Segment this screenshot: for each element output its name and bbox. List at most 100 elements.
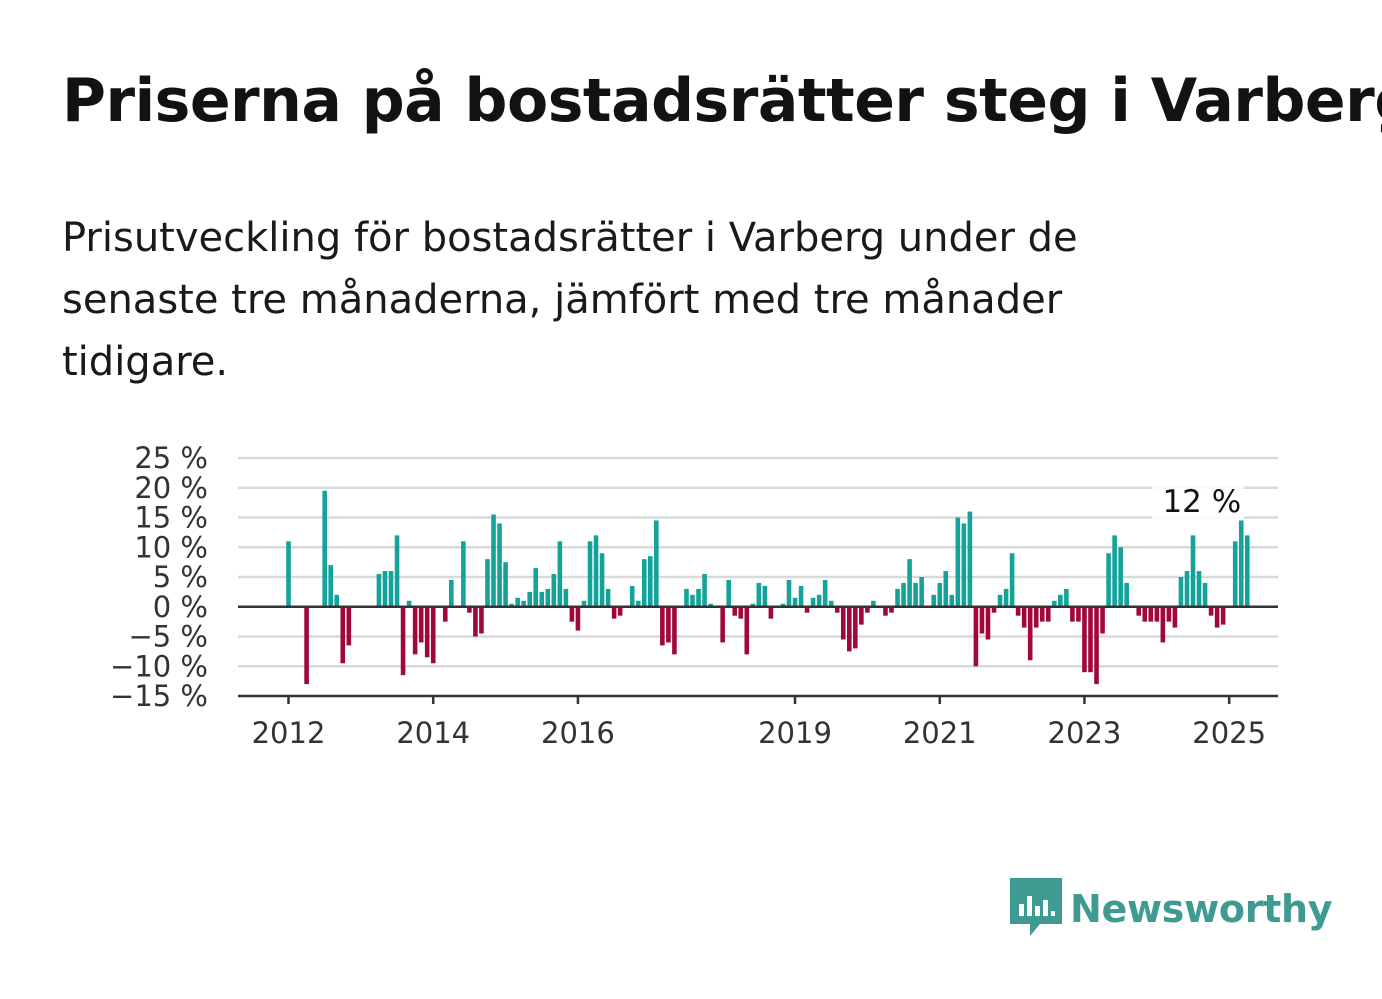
- bar: [1021, 606, 1027, 628]
- chart-subtitle: Prisutveckling för bostadsrätter i Varbe…: [62, 215, 1078, 385]
- bar: [660, 606, 665, 646]
- bar: [967, 511, 973, 607]
- bar: [449, 579, 454, 607]
- bar: [587, 541, 593, 607]
- bar: [937, 582, 943, 607]
- bar: [666, 606, 671, 643]
- bar: [738, 606, 744, 619]
- bar: [672, 606, 677, 655]
- bar: [1160, 606, 1166, 643]
- bar: [382, 571, 388, 607]
- bar: [1154, 606, 1160, 622]
- y-tick-label: −10 %: [110, 649, 208, 683]
- bar: [491, 514, 496, 607]
- bar: [1136, 606, 1142, 616]
- bar: [1009, 553, 1015, 607]
- bar: [684, 588, 689, 607]
- bar: [1064, 588, 1069, 607]
- bar: [768, 606, 774, 619]
- bar: [635, 600, 641, 607]
- bar: [883, 606, 888, 616]
- bar: [708, 603, 713, 607]
- axes: [238, 605, 1278, 698]
- y-tick-label: 5 %: [153, 560, 208, 594]
- bar: [840, 606, 846, 640]
- bar: [1033, 606, 1039, 628]
- bar: [605, 588, 611, 607]
- bar: [521, 600, 526, 607]
- bar: [949, 594, 955, 607]
- newsworthy-logo: Newsworthy: [1010, 878, 1333, 940]
- bar: [322, 490, 327, 607]
- bar: [1039, 606, 1045, 622]
- bar: [846, 606, 852, 652]
- chart-title: Priserna på bostadsrätter steg i Varberg: [62, 66, 1382, 136]
- bar: [979, 606, 985, 634]
- bar: [328, 565, 334, 607]
- bar: [1148, 606, 1154, 622]
- bar: [424, 606, 430, 658]
- bar: [473, 606, 478, 637]
- bar: [304, 606, 309, 685]
- y-tick-label: 20 %: [134, 471, 208, 505]
- bars: [286, 490, 1250, 685]
- bar: [726, 579, 731, 607]
- bar: [648, 556, 653, 607]
- bar: [551, 574, 557, 607]
- bar: [985, 606, 991, 640]
- bar: [617, 606, 623, 616]
- bar: [1045, 606, 1051, 622]
- bar: [1106, 553, 1111, 607]
- bar: [1088, 606, 1093, 673]
- bar: [871, 600, 876, 607]
- x-tick-label: 2012: [252, 716, 326, 750]
- bar: [346, 606, 352, 646]
- bar: [961, 523, 967, 607]
- x-tick-label: 2016: [541, 716, 615, 750]
- y-tick-label: 15 %: [134, 501, 208, 535]
- bar: [515, 597, 520, 607]
- bar: [412, 606, 418, 655]
- bar: [943, 571, 949, 607]
- bar: [1118, 547, 1123, 607]
- grid-lines: [238, 456, 1278, 668]
- bar: [901, 582, 906, 607]
- bar: [509, 603, 514, 607]
- bar: [593, 535, 599, 607]
- x-tick-label: 2019: [758, 716, 832, 750]
- bar: [569, 606, 575, 622]
- bar: [720, 606, 725, 643]
- bar: [376, 574, 382, 607]
- bar: [1208, 606, 1214, 616]
- bar: [503, 562, 508, 607]
- y-axis-ticks: 25 %20 %15 %10 %5 %0 %−5 %−10 %−15 %: [110, 441, 208, 713]
- x-tick-label: 2023: [1048, 716, 1122, 750]
- bar: [430, 606, 436, 664]
- bar: [467, 606, 472, 613]
- bar: [690, 594, 695, 607]
- x-tick-label: 2021: [903, 716, 977, 750]
- bar: [732, 606, 738, 616]
- bar: [913, 582, 918, 607]
- bar: [394, 535, 400, 607]
- bar: [997, 594, 1003, 607]
- bar: [1015, 606, 1021, 616]
- bar: [286, 541, 291, 607]
- x-tick-label: 2025: [1192, 716, 1266, 750]
- bar: [750, 603, 756, 607]
- annotation-background: [1152, 482, 1245, 520]
- bar: [810, 597, 816, 607]
- bar: [859, 606, 864, 625]
- bar: [654, 520, 659, 607]
- bar: [1184, 571, 1190, 607]
- bar: [889, 606, 894, 613]
- bar: [1178, 577, 1184, 607]
- bar: [816, 594, 822, 607]
- bar: [557, 541, 563, 607]
- bar: [1082, 606, 1087, 673]
- bar: [1190, 535, 1196, 607]
- bar: [563, 588, 569, 607]
- bar: [1003, 588, 1009, 607]
- bar: [786, 579, 792, 607]
- bar: [702, 574, 707, 607]
